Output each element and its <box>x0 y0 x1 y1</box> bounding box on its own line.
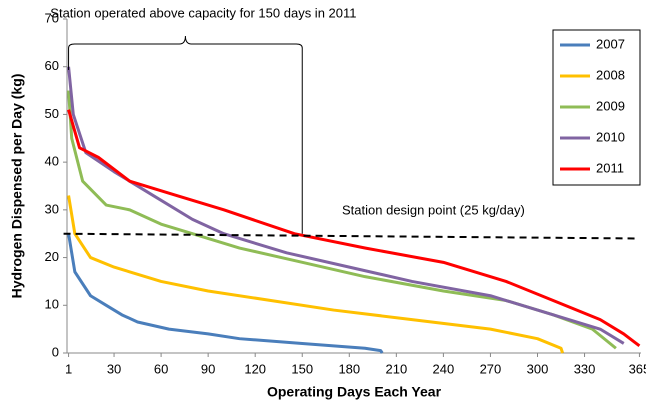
x-tick-label: 60 <box>154 361 168 376</box>
design-line <box>63 232 640 240</box>
x-tick-label: 300 <box>527 361 549 376</box>
annotation: Station operated above capacity for 150 … <box>50 5 356 20</box>
x-tick-label: 90 <box>201 361 215 376</box>
y-tick-label: 50 <box>45 106 59 121</box>
legend-label: 2010 <box>596 129 625 144</box>
legend-label: 2011 <box>596 160 624 175</box>
y-tick-label: 40 <box>45 154 59 169</box>
x-tick-label: 240 <box>433 361 455 376</box>
y-tick-label: 30 <box>45 201 59 216</box>
brace <box>68 35 303 70</box>
x-tick-label: 365 <box>629 361 646 376</box>
legend-label: 2008 <box>596 67 625 82</box>
y-tick-label: 60 <box>45 58 59 73</box>
x-tick-label: 120 <box>244 361 266 376</box>
y-tick-label: 70 <box>45 10 59 25</box>
y-tick-label: 0 <box>52 344 59 359</box>
line <box>67 109 641 348</box>
annotation: Station design point (25 kg/day) <box>342 202 525 217</box>
x-tick-label: 330 <box>574 361 596 376</box>
line <box>67 195 565 354</box>
line <box>67 66 625 345</box>
line <box>67 233 384 354</box>
x-axis-title: Operating Days Each Year <box>267 384 442 400</box>
y-axis-title: Hydrogen Dispensed per Day (kg) <box>9 74 25 299</box>
legend-label: 2009 <box>596 98 625 113</box>
y-tick-label: 20 <box>45 249 59 264</box>
x-tick-label: 270 <box>480 361 502 376</box>
x-tick-label: 1 <box>65 361 72 376</box>
x-tick-label: 150 <box>291 361 313 376</box>
legend-label: 2007 <box>596 36 625 51</box>
x-tick-label: 210 <box>385 361 407 376</box>
x-tick-label: 180 <box>338 361 360 376</box>
x-tick-label: 30 <box>107 361 121 376</box>
y-tick-label: 10 <box>45 297 59 312</box>
